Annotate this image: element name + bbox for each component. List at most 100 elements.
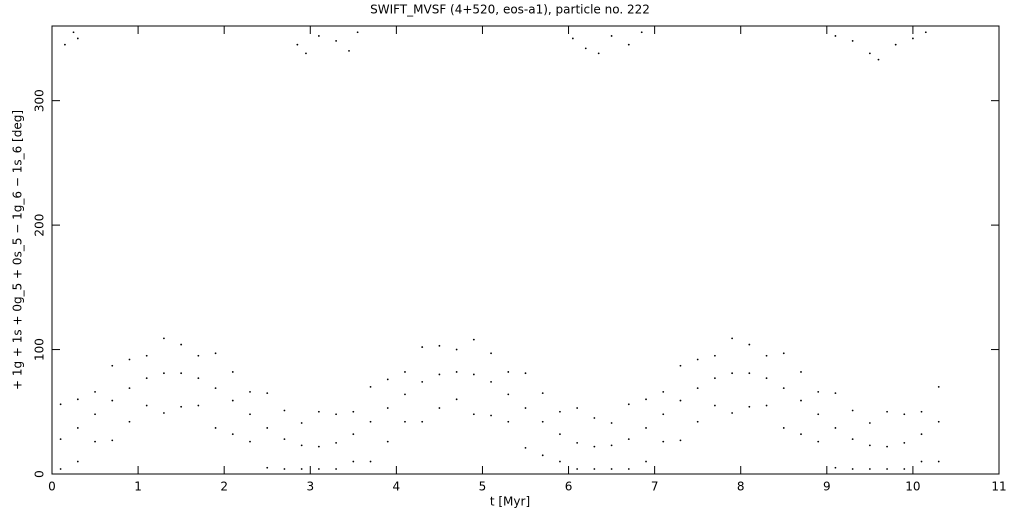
point — [868, 468, 871, 470]
point — [72, 31, 75, 34]
point — [571, 37, 574, 40]
point — [920, 410, 923, 413]
point — [834, 466, 837, 469]
x-tick-label: 9 — [823, 480, 831, 494]
point — [283, 468, 286, 470]
x-tick-label: 4 — [393, 480, 401, 494]
point — [455, 371, 458, 373]
point — [645, 427, 647, 429]
point — [386, 440, 389, 443]
point — [369, 420, 372, 423]
point — [903, 413, 906, 416]
point — [317, 468, 320, 470]
point — [94, 390, 96, 393]
x-tick-label: 0 — [48, 480, 56, 494]
point — [541, 392, 544, 395]
point — [369, 460, 372, 463]
point — [266, 466, 269, 469]
point — [696, 358, 699, 361]
x-tick-label: 6 — [565, 480, 573, 494]
point — [111, 439, 114, 442]
point — [800, 399, 802, 402]
point — [180, 372, 183, 375]
point — [765, 404, 768, 407]
y-tick-label: 300 — [33, 89, 47, 112]
point — [356, 31, 359, 34]
point — [507, 371, 510, 373]
point — [597, 52, 600, 55]
point — [76, 427, 79, 429]
point — [94, 440, 96, 443]
point — [886, 445, 888, 448]
point — [404, 393, 406, 396]
point — [559, 460, 561, 463]
point — [662, 440, 665, 443]
point — [76, 37, 79, 40]
point — [266, 427, 269, 429]
point — [868, 422, 871, 424]
point — [507, 393, 510, 396]
point — [145, 377, 148, 380]
point — [352, 410, 355, 413]
point — [438, 407, 441, 409]
point — [559, 433, 561, 436]
point — [231, 433, 234, 436]
point — [283, 438, 286, 441]
point — [714, 377, 716, 380]
point — [834, 392, 837, 395]
point — [782, 427, 785, 429]
point — [507, 420, 510, 423]
point — [94, 413, 96, 416]
point — [748, 372, 751, 375]
point — [197, 354, 200, 357]
point — [76, 398, 79, 401]
point — [472, 373, 475, 376]
point — [817, 413, 820, 416]
point — [180, 405, 183, 408]
plot-frame — [51, 25, 1000, 475]
point — [59, 438, 62, 441]
point — [576, 441, 579, 444]
point — [163, 412, 165, 414]
point — [76, 460, 79, 463]
point — [679, 399, 682, 402]
point — [920, 433, 923, 436]
point — [610, 422, 613, 424]
y-tick-label: 200 — [33, 214, 47, 237]
point — [584, 47, 587, 50]
point — [937, 460, 940, 463]
point — [145, 404, 148, 407]
point — [438, 344, 441, 347]
point — [490, 414, 492, 417]
point — [404, 420, 406, 423]
point — [541, 454, 544, 457]
point — [782, 352, 785, 355]
point — [640, 31, 643, 34]
point — [645, 398, 647, 401]
point — [524, 407, 527, 409]
point — [214, 352, 217, 355]
point — [851, 409, 854, 412]
point — [800, 371, 802, 373]
point — [335, 40, 337, 42]
point — [369, 385, 372, 388]
point — [576, 407, 579, 409]
x-tick-label: 10 — [905, 480, 920, 494]
point — [610, 468, 613, 470]
point — [386, 407, 389, 409]
point — [731, 337, 734, 340]
point — [912, 37, 914, 40]
point — [834, 35, 837, 37]
point — [128, 387, 131, 390]
point — [851, 40, 854, 42]
point — [386, 378, 389, 381]
point — [231, 371, 234, 373]
point — [627, 43, 630, 46]
point — [231, 399, 234, 402]
point — [335, 413, 337, 416]
point — [197, 404, 200, 407]
point — [868, 444, 871, 447]
point — [903, 468, 906, 470]
point — [421, 346, 424, 348]
